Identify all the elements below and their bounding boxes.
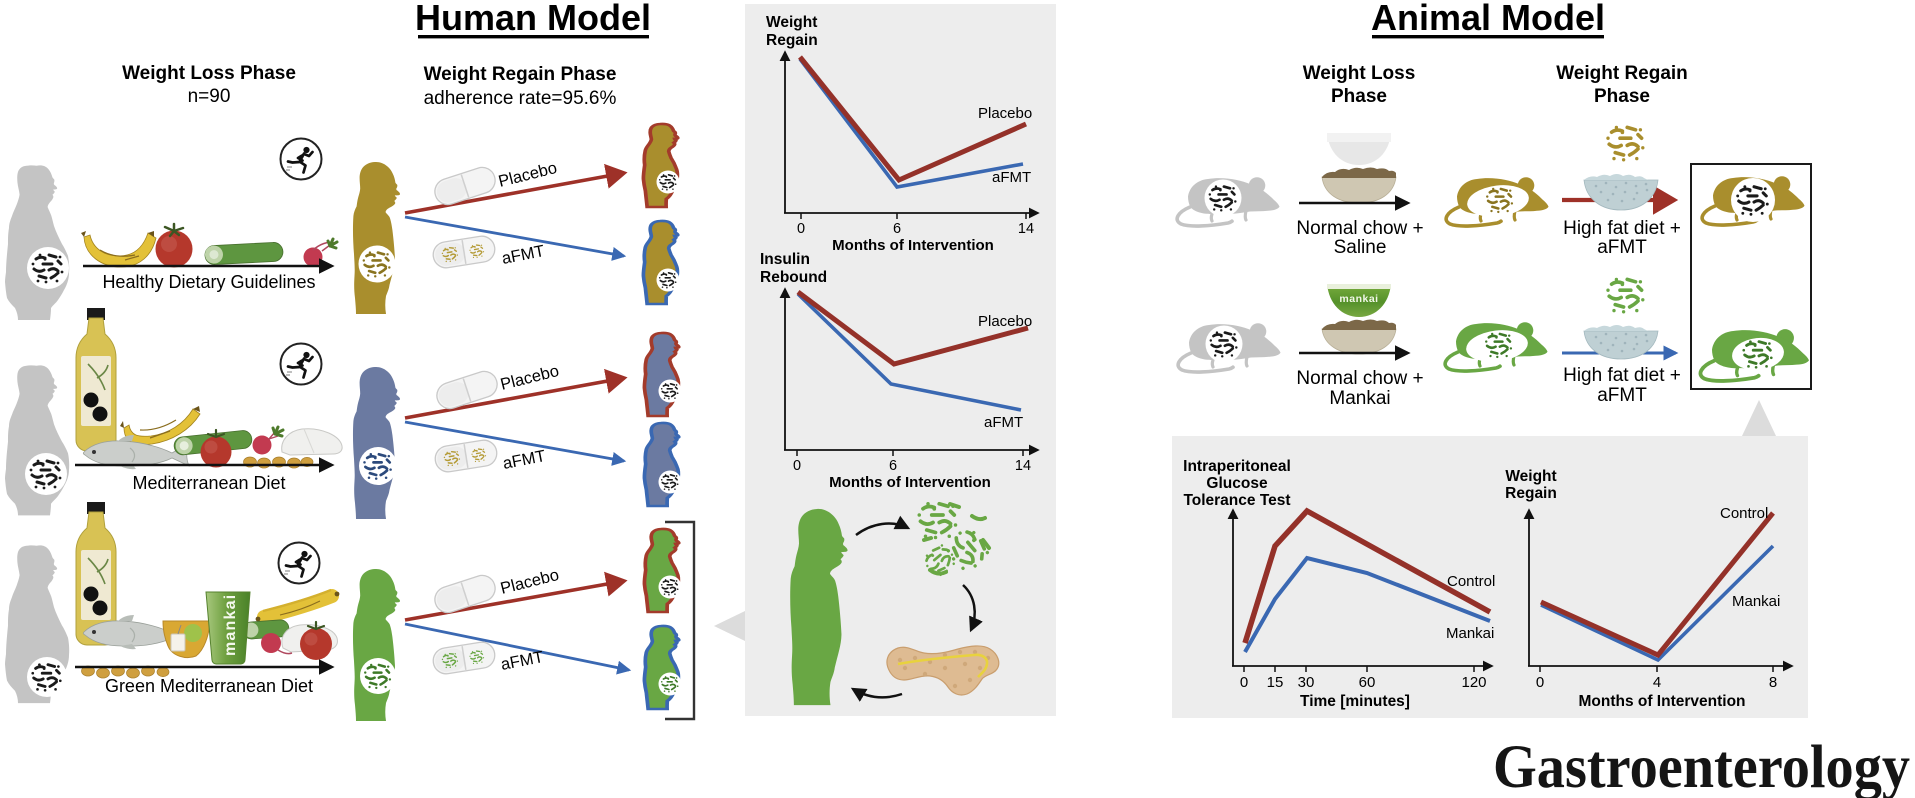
svg-text:Weight: Weight <box>1505 468 1556 485</box>
svg-text:Green Mediterranean Diet: Green Mediterranean Diet <box>105 676 313 696</box>
svg-text:Months of Intervention: Months of Intervention <box>829 474 991 491</box>
svg-text:aFMT: aFMT <box>984 414 1023 431</box>
svg-text:Human Model: Human Model <box>415 0 651 38</box>
svg-text:adherence rate=95.6%: adherence rate=95.6% <box>424 88 617 109</box>
svg-text:Mankai: Mankai <box>1732 593 1780 610</box>
svg-text:Weight Regain: Weight Regain <box>1556 63 1688 84</box>
svg-text:Healthy Dietary Guidelines: Healthy Dietary Guidelines <box>102 272 315 292</box>
svg-text:Mankai: Mankai <box>1446 625 1494 642</box>
svg-text:Normal chow +: Normal chow + <box>1296 368 1423 389</box>
svg-text:6: 6 <box>893 221 901 237</box>
svg-text:Control: Control <box>1447 573 1495 590</box>
svg-text:Placebo: Placebo <box>978 313 1032 330</box>
svg-text:14: 14 <box>1018 221 1034 237</box>
svg-text:aFMT: aFMT <box>1597 237 1647 258</box>
svg-text:mankai: mankai <box>1339 293 1378 305</box>
svg-text:Gastroenterology: Gastroenterology <box>1493 734 1910 798</box>
svg-text:High fat diet +: High fat diet + <box>1563 218 1681 239</box>
svg-text:4: 4 <box>1653 674 1661 691</box>
svg-text:Weight Regain Phase: Weight Regain Phase <box>424 64 617 85</box>
svg-text:aFMT: aFMT <box>501 447 547 473</box>
svg-text:aFMT: aFMT <box>500 242 546 268</box>
svg-text:0: 0 <box>1536 674 1544 691</box>
svg-text:Mankai: Mankai <box>1329 388 1390 409</box>
svg-text:Weight Loss Phase: Weight Loss Phase <box>122 63 296 84</box>
svg-text:0: 0 <box>797 221 805 237</box>
svg-text:8: 8 <box>1769 674 1777 691</box>
svg-text:Phase: Phase <box>1331 86 1387 107</box>
svg-text:Regain: Regain <box>766 32 818 49</box>
svg-text:Weight Loss: Weight Loss <box>1303 63 1416 84</box>
svg-text:Time [minutes]: Time [minutes] <box>1300 693 1410 710</box>
svg-text:Rebound: Rebound <box>760 269 827 286</box>
svg-text:High fat diet +: High fat diet + <box>1563 365 1681 386</box>
svg-text:Months of Intervention: Months of Intervention <box>1578 693 1745 710</box>
svg-text:60: 60 <box>1359 674 1376 691</box>
svg-text:Months of Intervention: Months of Intervention <box>832 237 994 254</box>
svg-text:14: 14 <box>1015 458 1031 474</box>
svg-text:Placebo: Placebo <box>978 105 1032 122</box>
svg-text:aFMT: aFMT <box>499 648 545 674</box>
svg-text:15: 15 <box>1267 674 1284 691</box>
svg-text:Intraperitoneal: Intraperitoneal <box>1183 458 1291 475</box>
svg-text:aFMT: aFMT <box>992 169 1031 186</box>
svg-text:Glucose: Glucose <box>1206 475 1268 492</box>
svg-text:Regain: Regain <box>1505 485 1557 502</box>
svg-text:Animal Model: Animal Model <box>1371 0 1605 38</box>
svg-text:Weight: Weight <box>766 14 817 31</box>
svg-text:120: 120 <box>1461 674 1486 691</box>
svg-text:Phase: Phase <box>1594 86 1650 107</box>
svg-text:Insulin: Insulin <box>760 251 810 268</box>
svg-text:mankai: mankai <box>222 594 239 656</box>
svg-text:0: 0 <box>793 458 801 474</box>
svg-text:Saline: Saline <box>1334 237 1387 258</box>
svg-text:aFMT: aFMT <box>1597 385 1647 406</box>
svg-text:Control: Control <box>1720 505 1768 522</box>
svg-text:Tolerance Test: Tolerance Test <box>1183 492 1290 509</box>
svg-text:Placebo: Placebo <box>499 362 561 394</box>
svg-text:30: 30 <box>1298 674 1315 691</box>
svg-text:0: 0 <box>1240 674 1248 691</box>
svg-text:Normal chow +: Normal chow + <box>1296 218 1423 239</box>
svg-text:Mediterranean Diet: Mediterranean Diet <box>132 473 285 493</box>
svg-text:n=90: n=90 <box>188 86 231 107</box>
svg-text:6: 6 <box>889 458 897 474</box>
